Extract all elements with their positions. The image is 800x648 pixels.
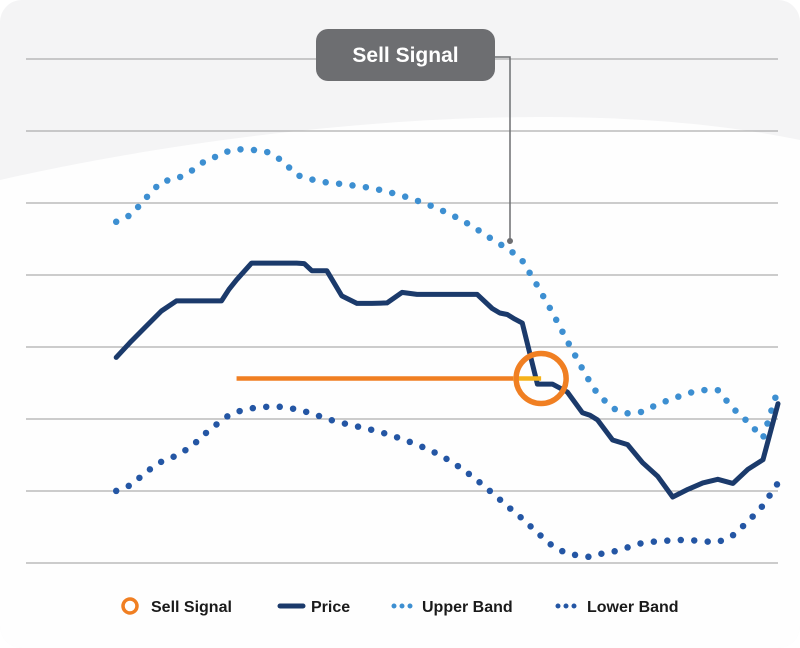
callout-leader-dot [507, 238, 513, 244]
legend-item-sell-signal: Sell Signal [121, 597, 232, 616]
series-line-price [113, 260, 781, 500]
legend-item-upper-band: Upper Band [391, 599, 513, 616]
series-lines [112, 145, 782, 561]
sell-signal-circle [513, 350, 569, 407]
grid-lines [26, 58, 778, 564]
callout-leader-line [495, 56, 511, 241]
background-swoosh [0, 117, 800, 648]
legend-sell-signal-icon [121, 597, 139, 615]
legend-item-price: Price [277, 599, 350, 616]
series-line-lower-band [112, 403, 782, 561]
sell-signal-callout: Sell Signal [316, 29, 513, 244]
legend-item-lower-band: Lower Band [555, 599, 679, 616]
legend: Sell Signal Price Upper Band Lower Band [121, 597, 679, 616]
legend-price-label: Price [311, 599, 350, 616]
legend-sell-signal-label: Sell Signal [151, 599, 232, 616]
series-line-upper-band [112, 145, 782, 442]
callout-label: Sell Signal [352, 44, 458, 67]
legend-lower-band-label: Lower Band [587, 599, 679, 616]
callout-box [316, 29, 495, 81]
legend-upper-band-label: Upper Band [422, 599, 513, 616]
sell-signal-marker [236, 350, 569, 407]
